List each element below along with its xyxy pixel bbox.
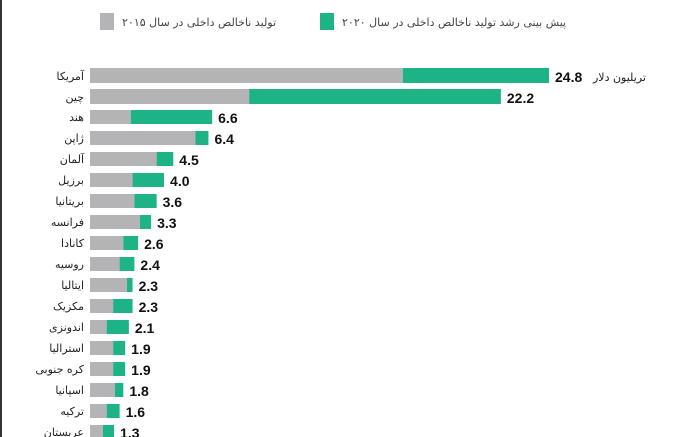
bar-2020-growth <box>114 383 124 397</box>
value-label: 2.3 <box>139 278 159 294</box>
bar-2020-growth <box>156 152 174 166</box>
category-label: فرانسه <box>51 216 84 229</box>
bar-2015 <box>90 257 120 271</box>
category-label: هند <box>69 111 84 124</box>
bar-2020-growth <box>106 320 129 334</box>
category-label: اسپانیا <box>55 384 84 397</box>
bar-2020-growth <box>113 341 126 355</box>
bar-2020-growth <box>119 257 135 271</box>
bar-2020-growth <box>132 173 165 187</box>
bar-2020-growth <box>113 362 126 376</box>
value-label: 1.6 <box>126 404 146 420</box>
value-label: 2.3 <box>139 299 159 315</box>
category-label: کره جنوبی <box>35 363 84 376</box>
bar-2015 <box>90 194 135 208</box>
bar-2015 <box>90 341 114 355</box>
bar-2020-growth <box>130 110 213 124</box>
bars: آمریکا 24.8 تریلیون دلار چین 22.2 هند 6.6 ژاپن 6… <box>35 68 646 437</box>
bar-2015 <box>90 404 107 418</box>
bar-2020-growth <box>195 131 209 145</box>
category-label: ترکیه <box>60 405 84 418</box>
bar-2015 <box>90 278 128 292</box>
legend-swatch-2020 <box>320 13 334 30</box>
bar-2015 <box>90 110 131 124</box>
category-label: عربستان <box>44 426 84 437</box>
bar-2020-growth <box>402 68 549 83</box>
bar-2020-growth <box>249 89 501 104</box>
bar-2015 <box>90 215 140 229</box>
value-label: 2.4 <box>140 257 160 273</box>
value-label: 22.2 <box>507 90 534 106</box>
category-label: چین <box>66 91 85 104</box>
bar-2020-growth <box>134 194 157 208</box>
bar-2015 <box>90 236 124 250</box>
frame-border <box>0 0 2 437</box>
bar-2015 <box>90 173 133 187</box>
bar-2020-growth <box>106 404 120 418</box>
category-label: اندونزی <box>49 321 84 334</box>
bar-2015 <box>90 131 196 145</box>
bar-2015 <box>90 152 157 166</box>
value-label: 1.3 <box>120 425 140 437</box>
bar-2020-growth <box>113 299 133 313</box>
bar-2020-growth <box>139 215 152 229</box>
category-label: آلمان <box>60 152 85 166</box>
bar-2015 <box>90 320 107 334</box>
category-label: ایتالیا <box>61 279 84 292</box>
value-label: 3.6 <box>163 194 183 210</box>
value-label: 3.3 <box>157 215 177 231</box>
value-label: 6.4 <box>214 131 234 147</box>
value-label: 1.9 <box>131 362 151 378</box>
value-label: 2.6 <box>144 236 164 252</box>
bar-2020-growth <box>127 278 133 292</box>
value-label: 24.8 <box>555 69 582 85</box>
legend-label-2020: پیش بینی رشد تولید ناخالص داخلی در سال ۲… <box>342 16 566 29</box>
bar-2015 <box>90 425 103 437</box>
bar-2015 <box>90 299 114 313</box>
bar-2020-growth <box>102 425 115 437</box>
category-label: ژاپن <box>64 132 84 145</box>
bar-2015 <box>90 89 250 104</box>
bar-2015 <box>90 383 115 397</box>
bar-2015 <box>90 362 114 376</box>
legend-swatch-2015 <box>100 13 114 30</box>
category-label: آمریکا <box>56 69 84 83</box>
category-label: استرالیا <box>49 342 84 355</box>
category-label: بریتانیا <box>55 195 84 208</box>
legend-label-2015: تولید ناخالص داخلی در سال ۲۰۱۵ <box>122 16 276 29</box>
value-label: 1.8 <box>129 383 149 399</box>
bar-2020-growth <box>123 236 139 250</box>
value-label: 4.5 <box>179 152 199 168</box>
category-label: مکزیک <box>53 300 84 313</box>
category-label: کانادا <box>61 237 85 250</box>
category-label: برزیل <box>58 174 84 187</box>
value-label: 6.6 <box>218 110 238 126</box>
unit-label: تریلیون دلار <box>592 71 646 84</box>
category-label: روسیه <box>55 258 84 271</box>
legend: پیش بینی رشد تولید ناخالص داخلی در سال ۲… <box>100 13 566 30</box>
value-label: 2.1 <box>135 320 155 336</box>
value-label: 1.9 <box>131 341 151 357</box>
bar-2015 <box>90 68 403 83</box>
value-label: 4.0 <box>170 173 190 189</box>
